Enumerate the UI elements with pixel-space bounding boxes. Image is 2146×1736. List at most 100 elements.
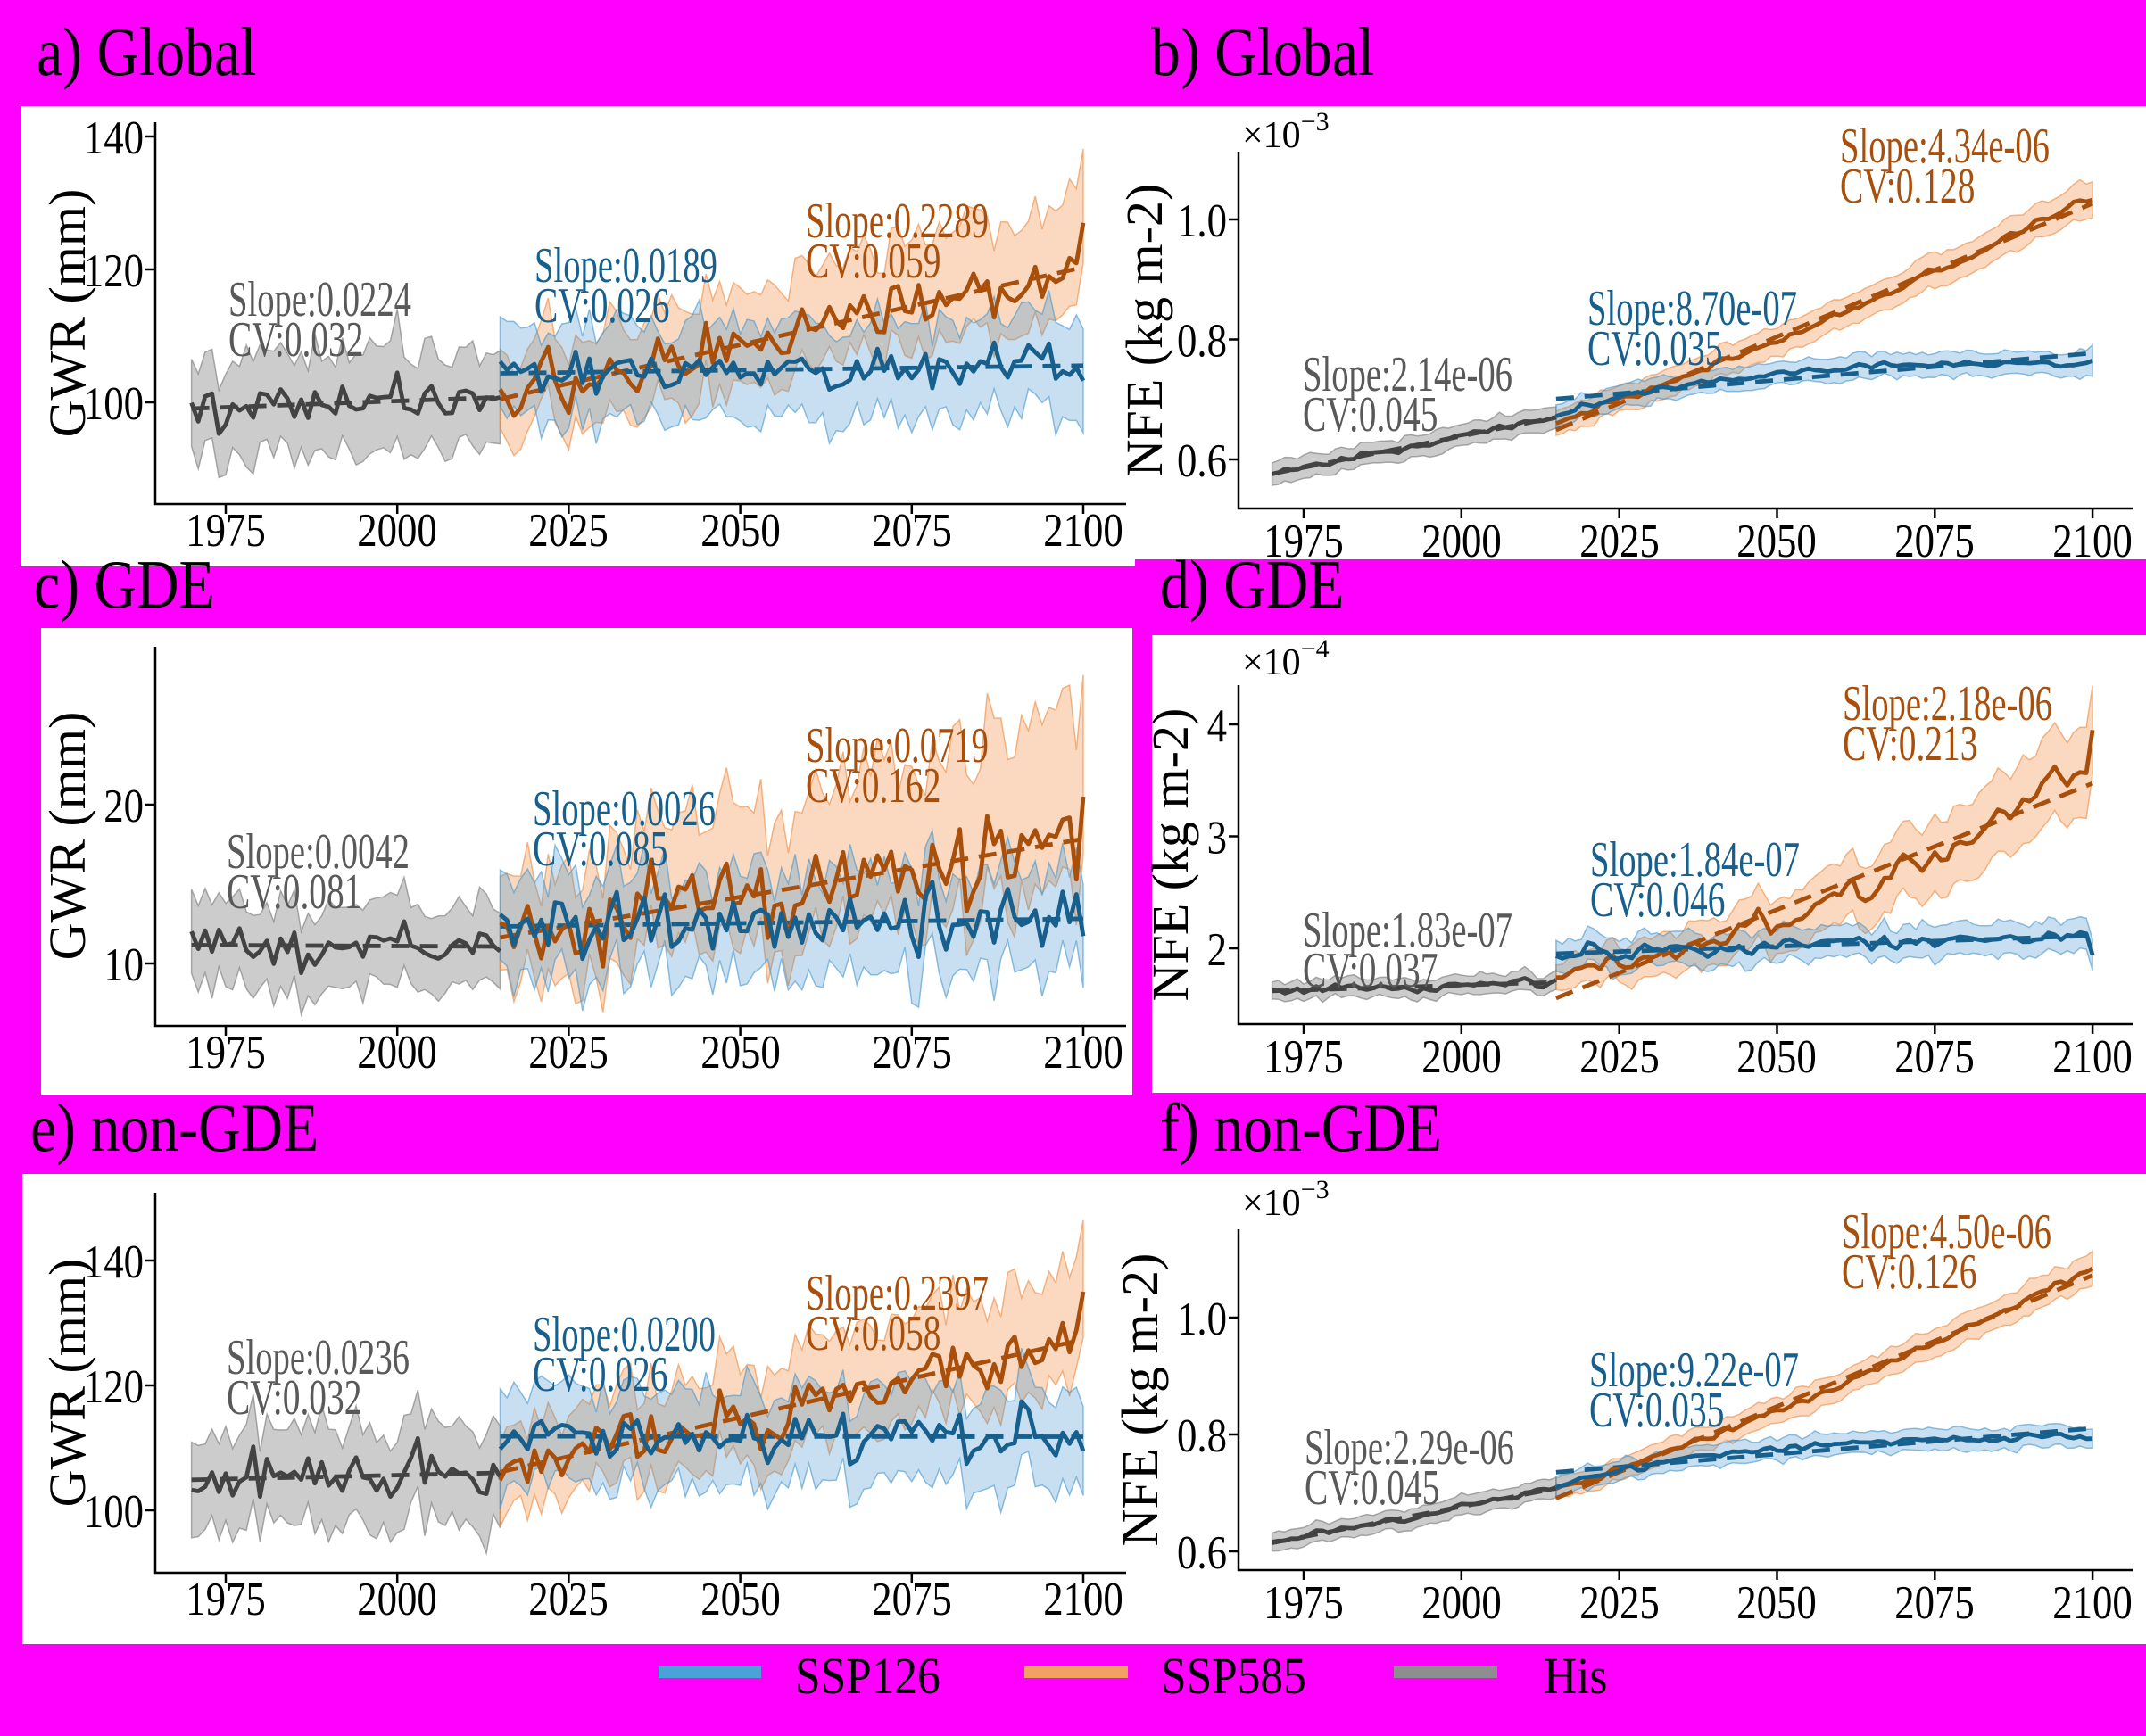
svg-text:1.0: 1.0 (1177, 195, 1227, 247)
svg-text:Slope:1.83e-07: Slope:1.83e-07 (1303, 903, 1512, 958)
svg-text:20: 20 (104, 781, 144, 832)
svg-text:1975: 1975 (1264, 1577, 1344, 1629)
svg-text:His: His (1544, 1647, 1607, 1705)
svg-text:2075: 2075 (1894, 1031, 1975, 1083)
svg-text:f) non-GDE: f) non-GDE (1160, 1089, 1442, 1166)
svg-text:Slope:0.0224: Slope:0.0224 (228, 272, 411, 327)
svg-text:Slope:0.2289: Slope:0.2289 (806, 194, 989, 249)
svg-text:2000: 2000 (1421, 516, 1502, 567)
svg-text:2000: 2000 (357, 1027, 437, 1079)
svg-text:10: 10 (104, 939, 144, 991)
svg-text:1.0: 1.0 (1177, 1294, 1227, 1345)
svg-text:NFE (kg m-2): NFE (kg m-2) (1115, 184, 1173, 477)
svg-text:Slope:0.0042: Slope:0.0042 (227, 824, 410, 880)
svg-text:CV:0.126: CV:0.126 (1842, 1244, 1976, 1300)
svg-text:Slope:0.2397: Slope:0.2397 (806, 1266, 989, 1321)
svg-text:GWR (mm): GWR (mm) (38, 1259, 96, 1508)
svg-text:CV:0.032: CV:0.032 (227, 1370, 361, 1426)
svg-text:Slope:4.50e-06: Slope:4.50e-06 (1842, 1204, 2051, 1260)
svg-text:d) GDE: d) GDE (1160, 546, 1344, 623)
svg-text:Slope:0.0026: Slope:0.0026 (533, 781, 716, 837)
svg-text:CV:0.059: CV:0.059 (806, 234, 940, 289)
svg-text:140: 140 (84, 112, 144, 164)
svg-text:2025: 2025 (1579, 1577, 1660, 1629)
svg-text:2000: 2000 (357, 505, 437, 557)
svg-text:SSP585: SSP585 (1161, 1647, 1306, 1705)
svg-text:CV:0.085: CV:0.085 (533, 822, 667, 877)
svg-text:CV:0.026: CV:0.026 (533, 1347, 667, 1402)
svg-text:CV:0.046: CV:0.046 (1590, 872, 1725, 928)
svg-text:Slope:0.0236: Slope:0.0236 (227, 1330, 410, 1385)
svg-text:2100: 2100 (2052, 1577, 2133, 1629)
svg-text:Slope:2.14e-06: Slope:2.14e-06 (1303, 347, 1512, 402)
svg-text:CV:0.026: CV:0.026 (534, 278, 669, 334)
svg-text:b) Global: b) Global (1151, 13, 1374, 90)
svg-text:1975: 1975 (1264, 1031, 1344, 1083)
svg-text:Slope:0.0200: Slope:0.0200 (533, 1307, 716, 1362)
svg-text:2050: 2050 (700, 505, 781, 557)
svg-text:CV:0.162: CV:0.162 (806, 758, 940, 814)
svg-text:100: 100 (84, 378, 144, 430)
svg-text:CV:0.037: CV:0.037 (1303, 943, 1438, 998)
svg-text:2025: 2025 (528, 1027, 609, 1079)
svg-text:1975: 1975 (186, 505, 266, 557)
svg-text:CV:0.032: CV:0.032 (228, 312, 363, 368)
svg-text:2025: 2025 (528, 1574, 609, 1625)
svg-text:4: 4 (1207, 700, 1227, 752)
svg-text:×10−3: ×10−3 (1242, 1175, 1330, 1224)
svg-text:2075: 2075 (1894, 516, 1975, 567)
svg-text:1975: 1975 (1264, 516, 1344, 567)
svg-text:Slope:8.70e-07: Slope:8.70e-07 (1587, 281, 1797, 336)
svg-text:2025: 2025 (1579, 516, 1660, 567)
svg-text:CV:0.035: CV:0.035 (1589, 1383, 1724, 1438)
svg-text:0.6: 0.6 (1177, 435, 1227, 487)
svg-text:2025: 2025 (528, 505, 609, 557)
svg-text:2075: 2075 (872, 505, 952, 557)
svg-text:Slope:2.18e-06: Slope:2.18e-06 (1843, 676, 2052, 732)
svg-text:2050: 2050 (1736, 1031, 1817, 1083)
svg-text:2100: 2100 (2052, 516, 2133, 567)
svg-text:100: 100 (84, 1486, 144, 1538)
svg-text:2050: 2050 (1736, 1577, 1817, 1629)
svg-text:2075: 2075 (1894, 1577, 1975, 1629)
svg-text:3: 3 (1207, 813, 1227, 864)
svg-text:2075: 2075 (872, 1027, 952, 1079)
svg-text:CV:0.128: CV:0.128 (1840, 159, 1975, 214)
svg-text:140: 140 (84, 1236, 144, 1288)
svg-text:c) GDE: c) GDE (34, 546, 215, 623)
svg-text:2000: 2000 (1421, 1031, 1502, 1083)
svg-text:GWR (mm): GWR (mm) (38, 189, 96, 438)
svg-text:CV:0.213: CV:0.213 (1843, 716, 1977, 772)
svg-text:2100: 2100 (1043, 1574, 1123, 1625)
svg-text:CV:0.081: CV:0.081 (227, 864, 361, 920)
svg-text:2075: 2075 (872, 1574, 952, 1625)
svg-text:Slope:2.29e-06: Slope:2.29e-06 (1305, 1420, 1514, 1476)
svg-text:CV:0.035: CV:0.035 (1587, 321, 1722, 376)
svg-text:GWR (mm): GWR (mm) (38, 712, 96, 961)
svg-text:2025: 2025 (1579, 1031, 1660, 1083)
svg-text:1975: 1975 (186, 1574, 266, 1625)
svg-text:CV:0.058: CV:0.058 (806, 1306, 940, 1361)
svg-text:CV:0.045: CV:0.045 (1305, 1460, 1439, 1516)
svg-text:1975: 1975 (186, 1027, 266, 1079)
svg-text:2100: 2100 (2052, 1031, 2133, 1083)
svg-text:Slope:4.34e-06: Slope:4.34e-06 (1840, 119, 2050, 174)
svg-text:Slope:9.22e-07: Slope:9.22e-07 (1589, 1343, 1799, 1398)
svg-text:NFE (kg m-2): NFE (kg m-2) (1141, 708, 1199, 1002)
svg-text:e) non-GDE: e) non-GDE (30, 1089, 319, 1166)
svg-text:2050: 2050 (1736, 516, 1817, 567)
svg-text:0.8: 0.8 (1177, 1410, 1227, 1462)
svg-text:2050: 2050 (700, 1574, 781, 1625)
svg-text:2050: 2050 (700, 1027, 781, 1079)
svg-text:120: 120 (84, 1361, 144, 1413)
svg-text:2000: 2000 (1421, 1577, 1502, 1629)
svg-text:2100: 2100 (1043, 1027, 1123, 1079)
svg-text:SSP126: SSP126 (795, 1647, 940, 1705)
svg-text:CV:0.045: CV:0.045 (1303, 387, 1438, 442)
svg-text:2: 2 (1207, 924, 1227, 976)
svg-text:Slope:0.0719: Slope:0.0719 (806, 718, 989, 773)
svg-text:120: 120 (84, 245, 144, 297)
svg-text:NFE (kg m-2): NFE (kg m-2) (1111, 1253, 1169, 1547)
svg-text:a) Global: a) Global (37, 13, 257, 90)
svg-text:2000: 2000 (357, 1574, 437, 1625)
